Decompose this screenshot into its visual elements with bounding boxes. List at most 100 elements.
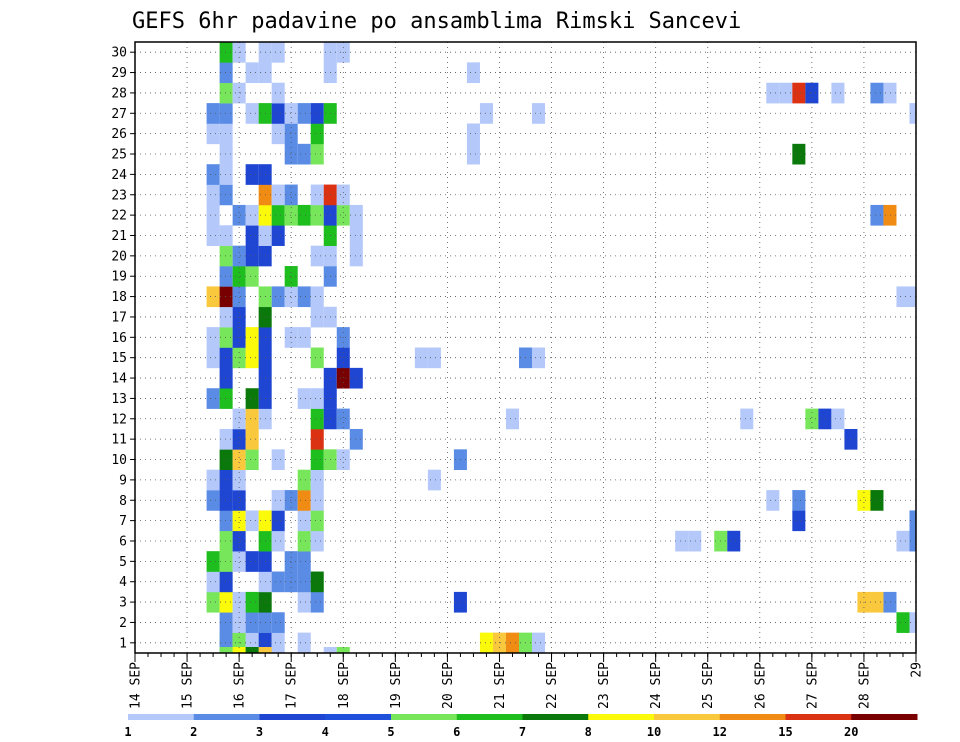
colorbar-swatch: [128, 714, 195, 720]
x-tick-label: 24 SEP: [649, 662, 664, 709]
heatmap-cell: [232, 530, 246, 552]
y-tick-label: 25: [111, 148, 127, 163]
heatmap-cell: [297, 490, 311, 511]
y-tick-label: 29: [111, 66, 127, 81]
heatmap-cell: [245, 327, 259, 348]
heatmap-cell: [219, 266, 233, 287]
heatmap-cell: [466, 123, 480, 145]
heatmap-cell: [284, 143, 298, 165]
heatmap-cell: [219, 103, 233, 124]
colorbar-label: 3: [256, 725, 263, 739]
heatmap-cell: [310, 306, 324, 328]
heatmap-cell: [727, 530, 741, 552]
x-tick-label: 15 SEP: [181, 662, 196, 709]
heatmap-cell: [675, 530, 689, 552]
heatmap-cell: [297, 571, 311, 593]
y-tick-label: 23: [111, 188, 127, 203]
heatmap-cell: [219, 245, 233, 267]
heatmap-cell: [206, 184, 220, 206]
y-tick-label: 30: [111, 46, 127, 61]
heatmap-cell: [883, 82, 897, 104]
heatmap-cell: [206, 123, 220, 145]
heatmap-cell: [909, 510, 916, 532]
heatmap-cell: [206, 469, 220, 491]
heatmap-cell: [232, 469, 246, 491]
heatmap-cell: [284, 123, 298, 145]
heatmap-cell: [219, 367, 233, 389]
heatmap-cell: [284, 204, 298, 226]
heatmap-cell: [336, 408, 350, 430]
heatmap-cell: [310, 388, 324, 409]
colorbar-label: 4: [322, 725, 329, 739]
heatmap-cell: [219, 449, 233, 470]
heatmap-cell: [232, 428, 246, 450]
heatmap-cell: [206, 347, 220, 369]
colorbar-label: 15: [778, 725, 792, 739]
heatmap-cell: [414, 347, 428, 369]
heatmap-cell: [479, 103, 493, 124]
heatmap-cell: [206, 103, 220, 124]
heatmap-cell: [766, 490, 780, 511]
y-tick-label: 10: [111, 453, 127, 468]
heatmap-cell: [310, 469, 324, 491]
heatmap-cell: [297, 388, 311, 409]
x-tick-label: 14 SEP: [129, 662, 144, 709]
y-tick-label: 26: [111, 127, 127, 142]
y-tick-label: 18: [111, 290, 127, 305]
heatmap-cell: [870, 82, 884, 104]
heatmap-cell: [466, 143, 480, 165]
heatmap-cell: [219, 612, 233, 633]
colorbar-swatch: [522, 714, 589, 720]
heatmap-cell: [310, 286, 324, 308]
heatmap-cell: [310, 103, 324, 124]
heatmap-cell: [271, 42, 285, 63]
heatmap-cell: [310, 571, 324, 593]
y-tick-label: 19: [111, 270, 127, 285]
heatmap-cell: [232, 647, 246, 653]
x-tick-label: 23 SEP: [597, 662, 612, 709]
heatmap-cell: [310, 184, 324, 206]
heatmap-cell: [310, 591, 324, 613]
x-tick-label: 28 SEP: [857, 662, 872, 709]
heatmap-cell: [310, 428, 324, 450]
heatmap-cell: [245, 103, 259, 124]
heatmap-cell: [232, 490, 246, 511]
heatmap-cell: [883, 204, 897, 226]
y-tick-label: 5: [119, 555, 127, 570]
heatmap-cell: [284, 551, 298, 572]
heatmap-cell: [219, 428, 233, 450]
heatmap-cell: [219, 225, 233, 246]
y-tick-label: 14: [111, 372, 127, 387]
heatmap-cell: [857, 490, 871, 511]
heatmap-cell: [219, 551, 233, 572]
heatmap-cell: [245, 428, 259, 450]
heatmap-cell: [870, 591, 884, 613]
heatmap-cell: [245, 591, 259, 613]
heatmap-cell: [284, 184, 298, 206]
heatmap-cell: [896, 286, 910, 308]
heatmap-cell: [310, 490, 324, 511]
heatmap-cell: [206, 490, 220, 511]
heatmap-cell: [206, 327, 220, 348]
heatmap-cell: [271, 103, 285, 124]
heatmap-cell: [232, 204, 246, 226]
heatmap-cell: [219, 62, 233, 84]
heatmap-cell: [219, 490, 233, 511]
heatmap-cell: [232, 408, 246, 430]
heatmap-cell: [427, 347, 441, 369]
y-tick-label: 16: [111, 331, 127, 346]
heatmap-cell: [271, 225, 285, 246]
colorbar-swatch: [325, 714, 392, 720]
colorbar-swatch: [851, 714, 918, 720]
heatmap-cell: [336, 449, 350, 470]
heatmap-cell: [245, 245, 259, 267]
heatmap-cell: [219, 82, 233, 104]
heatmap-cell: [219, 164, 233, 185]
heatmap-cell: [297, 530, 311, 552]
heatmap-cell: [284, 103, 298, 124]
heatmap-cell: [310, 510, 324, 532]
heatmap-cell: [427, 469, 441, 491]
heatmap-cell: [219, 530, 233, 552]
colorbar-label: 12: [713, 725, 727, 739]
heatmap-cell: [219, 123, 233, 145]
